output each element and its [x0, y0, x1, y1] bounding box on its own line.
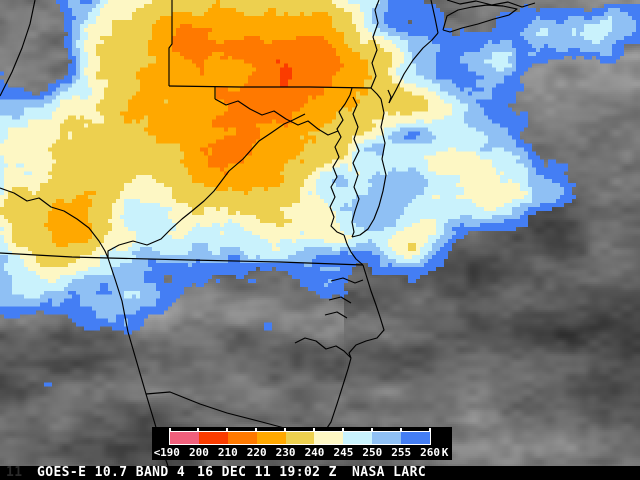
- legend-tick-mark: [168, 428, 171, 431]
- agency-label: NASA LARC: [352, 465, 427, 480]
- satellite-product-label: GOES-E 10.7 BAND 4: [37, 465, 186, 480]
- legend-tick-mark: [284, 428, 287, 431]
- state-boundary-line: [370, 0, 380, 89]
- legend-color-segment: [256, 432, 286, 444]
- state-boundary-line: [328, 296, 352, 304]
- legend-color-segment: [401, 432, 431, 444]
- state-boundary-line: [388, 32, 439, 104]
- state-boundary-line: [0, 187, 109, 259]
- state-boundary-line: [317, 357, 352, 437]
- colorbar-legend: < K 190 200 210 220 230 240 245 250 255 260: [152, 427, 452, 460]
- legend-tick-label: 240: [304, 446, 325, 459]
- legend-tick-mark: [399, 428, 402, 431]
- legend-tick-label: 250: [362, 446, 383, 459]
- state-boundary-line: [351, 96, 360, 238]
- legend-tick-label: 220: [246, 446, 267, 459]
- state-boundary-line: [430, 0, 439, 34]
- colorbar-labels: < K 190 200 210 220 230 240 245 250 255 260: [152, 446, 452, 459]
- legend-tick-label: 230: [275, 446, 296, 459]
- state-boundary-line: [329, 94, 351, 236]
- legend-tick-mark: [226, 428, 229, 431]
- state-boundary-line: [343, 234, 364, 266]
- legend-color-segment: [227, 432, 257, 444]
- legend-color-segment: [198, 432, 228, 444]
- legend-tick-label: 190: [160, 446, 180, 459]
- colorbar-unit-label: K: [441, 446, 449, 459]
- satellite-map: < K 190 200 210 220 230 240 245 250 255 260: [0, 0, 640, 466]
- state-boundary-line: [107, 257, 364, 266]
- ir-enhancement-color-layer: [0, 0, 640, 466]
- legend-tick-mark: [197, 428, 200, 431]
- state-boundary-line: [348, 264, 385, 359]
- state-boundary-line: [214, 98, 339, 136]
- legend-color-segment: [170, 432, 199, 444]
- status-corner-text: 11: [6, 465, 23, 480]
- colorbar-strip: [169, 431, 431, 445]
- legend-tick-label: 255: [391, 446, 412, 459]
- legend-color-segment: [314, 432, 344, 444]
- state-boundary-line: [330, 277, 364, 284]
- status-bar: 11 GOES-E 10.7 BAND 4 16 DEC 11 19:02 Z …: [0, 466, 640, 480]
- legend-color-segment: [343, 432, 373, 444]
- state-boundary-line: [370, 87, 382, 100]
- colorbar-less-than-sign: <: [153, 446, 161, 459]
- state-boundary-line: [0, 252, 109, 259]
- legend-color-segment: [372, 432, 402, 444]
- state-boundary-line: [351, 98, 387, 238]
- state-boundary-line: [446, 0, 536, 8]
- state-boundaries-overlay: [0, 0, 536, 466]
- legend-tick-mark: [255, 428, 258, 431]
- legend-tick-mark: [313, 428, 315, 431]
- legend-tick-label: 245: [333, 446, 354, 459]
- legend-tick-label: 210: [217, 446, 238, 459]
- state-boundary-line: [168, 85, 372, 89]
- legend-tick-mark: [428, 428, 431, 431]
- state-boundary-line: [324, 311, 348, 319]
- state-boundary-line: [168, 0, 173, 86]
- state-boundary-line: [107, 113, 306, 258]
- state-boundary-line: [294, 337, 352, 359]
- image-timestamp: 16 DEC 11 19:02 Z: [197, 465, 337, 480]
- legend-color-segment: [285, 432, 315, 444]
- legend-tick-mark: [370, 428, 373, 431]
- state-boundary-line: [0, 0, 36, 97]
- legend-tick-label: 200: [188, 446, 209, 459]
- state-boundary-line: [349, 87, 353, 96]
- legend-tick-label: 260: [420, 446, 441, 459]
- legend-tick-mark: [341, 428, 344, 431]
- state-boundary-line: [442, 4, 518, 33]
